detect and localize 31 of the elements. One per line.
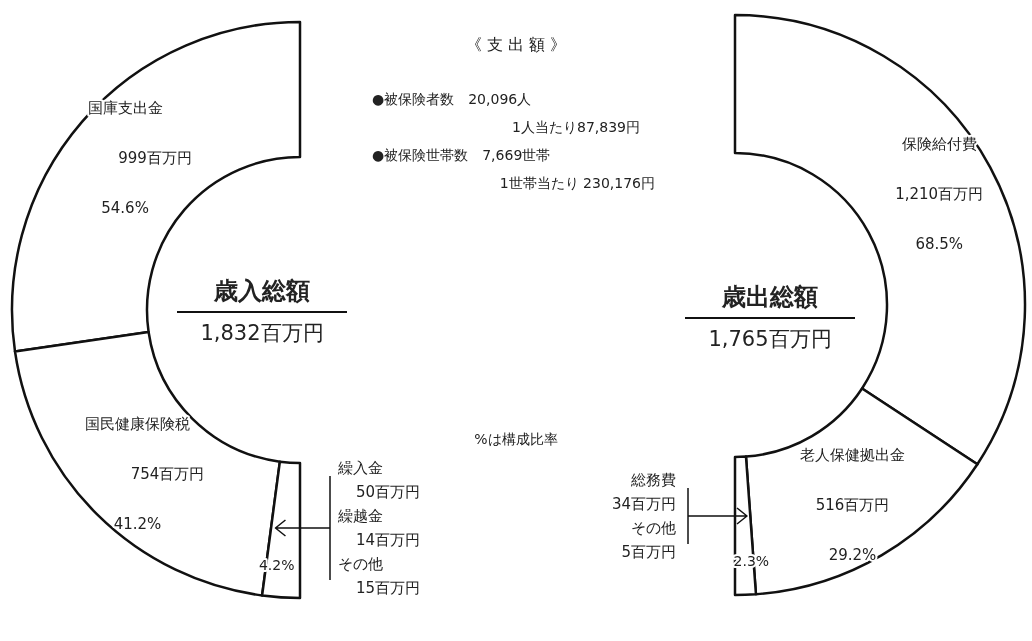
text: 50百万円	[356, 482, 421, 501]
text: 総務費	[630, 470, 676, 489]
data-label: 68.5%	[915, 235, 964, 254]
text: ●被保険世帯数 7,669世帯	[372, 147, 551, 163]
text: 1,832百万円	[200, 321, 324, 345]
text: 歳出総額	[721, 283, 818, 311]
text: 34百万円	[611, 494, 676, 513]
text: 754百万円	[130, 465, 205, 484]
text: 繰入金	[337, 458, 383, 477]
text: 歳入総額	[213, 277, 310, 305]
text: %は構成比率	[474, 431, 558, 447]
text: 1世帯当たり 230,176円	[499, 175, 655, 191]
text: 14百万円	[356, 530, 421, 549]
text: 1,765百万円	[708, 327, 832, 351]
slice-label: 老人保健拠出金	[799, 445, 905, 464]
slice-label: 国民健康保険税	[84, 415, 190, 434]
text: その他	[631, 518, 676, 537]
text: 5百万円	[621, 542, 676, 561]
slice-label: 保険給付費	[901, 135, 977, 154]
data-label: 54.6%	[101, 199, 149, 218]
data-label: 41.2%	[113, 515, 162, 534]
text: 999百万円	[118, 149, 192, 168]
text: 1,210百万円	[895, 185, 984, 204]
text: 516百万円	[815, 495, 890, 514]
text: 15百万円	[356, 578, 421, 597]
text: ●被保険者数 20,096人	[372, 91, 532, 107]
data-label: 29.2%	[828, 545, 877, 564]
text: 1人当たり87,839円	[512, 119, 640, 135]
text: その他	[338, 554, 383, 573]
text: 《 支 出 額 》	[465, 34, 567, 54]
text: 繰越金	[337, 506, 383, 525]
